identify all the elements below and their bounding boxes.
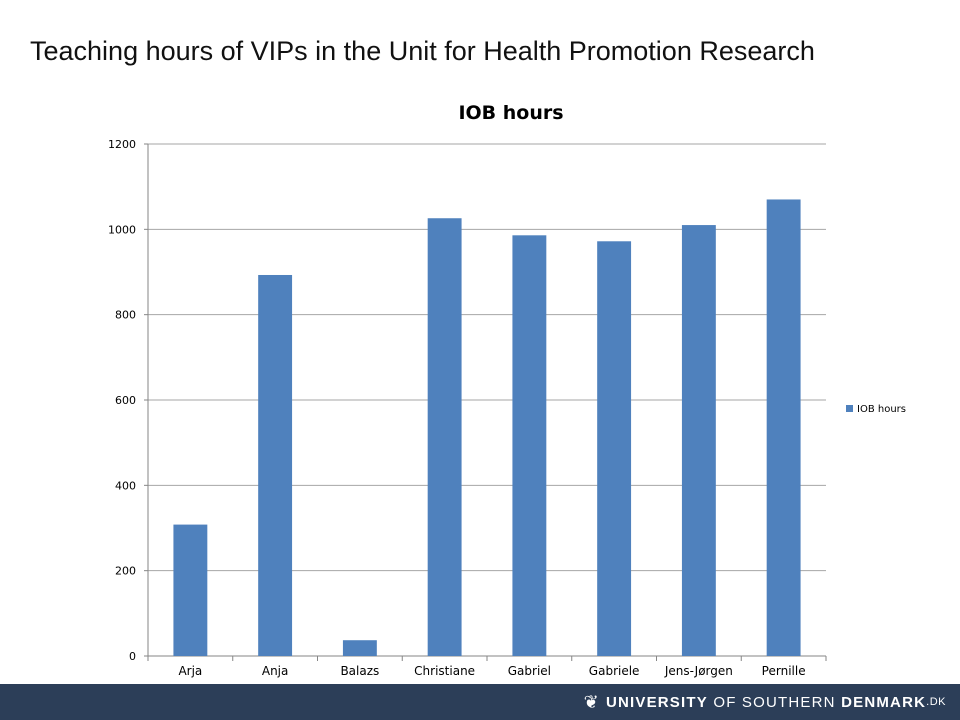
bar [681, 225, 716, 657]
x-tick-label: Christiane [414, 664, 475, 678]
x-tick-label: Arja [178, 664, 202, 678]
chart-title: IOB hours [458, 102, 563, 124]
bar [258, 274, 293, 656]
x-tick-label: Jens-Jørgen [664, 664, 733, 678]
legend-label: IOB hours [857, 404, 906, 415]
y-tick-label: 0 [129, 650, 136, 663]
x-tick-label: Balazs [340, 664, 379, 678]
logo-seal-icon: ❦ [583, 691, 600, 712]
bar [597, 241, 632, 656]
x-tick-label: Pernille [762, 664, 806, 678]
y-tick-label: 600 [115, 394, 136, 407]
y-tick-label: 1200 [108, 138, 136, 151]
logo-text-university: UNIVERSITY [605, 693, 708, 711]
bars [173, 199, 801, 657]
legend: IOB hours [846, 404, 906, 415]
x-tick-label: Gabriel [508, 664, 551, 678]
y-tick-label: 1000 [108, 223, 136, 236]
logo-text-of-southern: OF SOUTHERN [713, 693, 836, 711]
bar [512, 235, 547, 656]
x-tick-label: Anja [262, 664, 289, 678]
legend-swatch [846, 405, 853, 412]
axes: 0 200 400 600 800 1000 1200 Arja Anja Balazs Chris… [108, 138, 827, 678]
bar [766, 199, 801, 656]
slide-title: Teaching hours of VIPs in the Unit for H… [30, 36, 815, 66]
x-tick-label: Gabriele [589, 664, 640, 678]
university-logo: ❦ UNIVERSITY OF SOUTHERN DENMARK .DK [584, 684, 946, 720]
gridlines [148, 143, 826, 657]
y-tick-label: 200 [115, 565, 136, 578]
bar [173, 524, 208, 656]
bar-chart: IOB hours 0 200 400 600 800 1000 1200 Arja Anja B… [108, 102, 906, 678]
footer-bar: ❦ UNIVERSITY OF SOUTHERN DENMARK .DK [0, 684, 960, 720]
y-tick-label: 800 [115, 309, 136, 322]
logo-text-dk: .DK [926, 696, 946, 708]
logo-text-denmark: DENMARK [841, 693, 927, 711]
bar [427, 218, 462, 657]
bar [342, 640, 377, 656]
y-tick-label: 400 [115, 479, 136, 492]
